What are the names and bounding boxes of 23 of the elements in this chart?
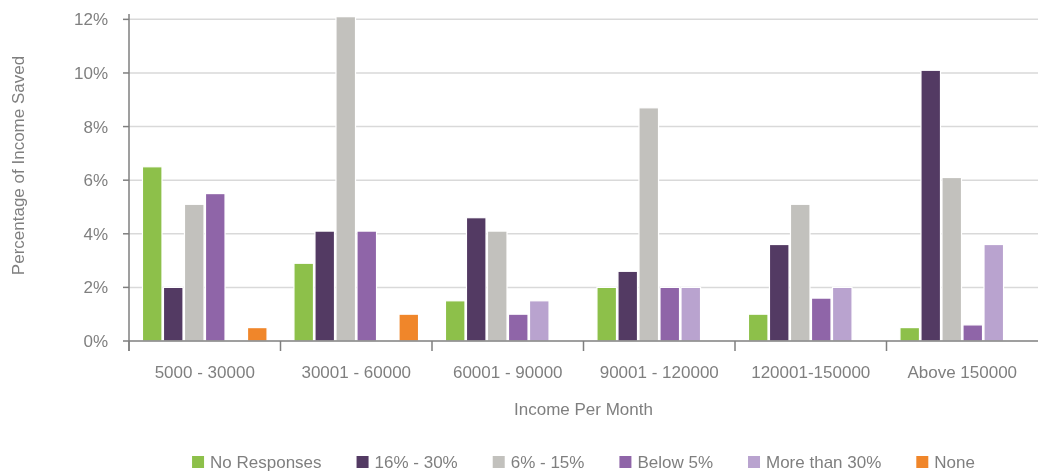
bar <box>398 313 420 342</box>
x-axis-title: Income Per Month <box>514 400 653 419</box>
legend-label: No Responses <box>210 452 322 472</box>
x-tick-label: 5000 - 30000 <box>154 363 255 382</box>
y-axis-title: Percentage of Income Saved <box>9 55 28 276</box>
x-tick-label: 120001-150000 <box>751 363 871 382</box>
legend-label: 16% - 30% <box>374 452 458 472</box>
x-tick-label: Above 150000 <box>907 363 1018 382</box>
legend-label: 6% - 15% <box>510 452 585 472</box>
x-tick-label: 60001 - 90000 <box>452 363 563 382</box>
y-tick-label: 8% <box>83 117 108 137</box>
y-tick-label: 10% <box>73 63 108 83</box>
legend-label: Below 5% <box>637 452 714 472</box>
y-tick-label: 4% <box>83 224 108 244</box>
x-tick-label: 30001 - 60000 <box>301 363 412 382</box>
y-tick-label: 0% <box>83 331 108 351</box>
x-tick-label: 90001 - 120000 <box>599 363 719 382</box>
y-tick-label: 6% <box>83 171 108 191</box>
bar <box>246 327 268 342</box>
y-tick-label: 2% <box>83 278 108 298</box>
legend-label: None <box>934 452 975 472</box>
y-tick-label: 12% <box>73 10 108 30</box>
legend-label: More than 30% <box>766 452 882 472</box>
